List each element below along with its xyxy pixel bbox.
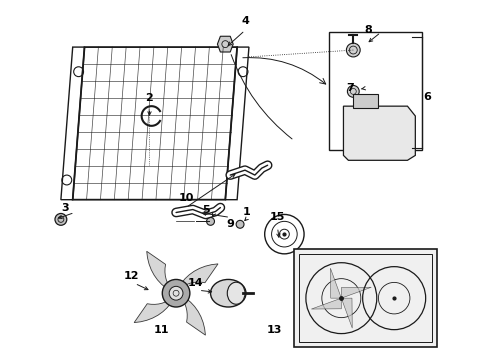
Polygon shape bbox=[342, 298, 352, 328]
Circle shape bbox=[347, 85, 359, 97]
Circle shape bbox=[236, 220, 244, 228]
Polygon shape bbox=[218, 36, 233, 52]
Circle shape bbox=[169, 286, 183, 300]
Text: 2: 2 bbox=[146, 93, 153, 103]
Text: 3: 3 bbox=[61, 203, 69, 212]
Text: 14: 14 bbox=[188, 278, 203, 288]
Polygon shape bbox=[134, 293, 176, 323]
Text: 8: 8 bbox=[364, 25, 372, 35]
Polygon shape bbox=[176, 264, 218, 293]
Text: 1: 1 bbox=[243, 207, 251, 217]
Polygon shape bbox=[342, 287, 371, 298]
Polygon shape bbox=[330, 268, 342, 298]
Text: 15: 15 bbox=[270, 212, 285, 222]
Text: 5: 5 bbox=[202, 204, 209, 215]
Polygon shape bbox=[343, 106, 416, 160]
Text: 12: 12 bbox=[124, 271, 140, 282]
Text: 13: 13 bbox=[267, 325, 282, 335]
Circle shape bbox=[207, 217, 215, 225]
Circle shape bbox=[162, 279, 190, 307]
Text: 4: 4 bbox=[241, 15, 249, 26]
Text: 6: 6 bbox=[423, 92, 431, 102]
Text: 9: 9 bbox=[226, 219, 234, 229]
Bar bbox=[329, 32, 422, 150]
Polygon shape bbox=[147, 251, 176, 293]
Bar bbox=[353, 94, 378, 108]
Text: 7: 7 bbox=[346, 84, 354, 94]
Ellipse shape bbox=[211, 279, 246, 307]
Text: 11: 11 bbox=[153, 325, 169, 335]
Circle shape bbox=[346, 43, 360, 57]
Ellipse shape bbox=[227, 282, 245, 304]
Circle shape bbox=[55, 213, 67, 225]
Polygon shape bbox=[311, 298, 342, 309]
Text: 10: 10 bbox=[178, 193, 194, 203]
Bar bbox=[294, 249, 437, 347]
Bar bbox=[299, 254, 432, 342]
Polygon shape bbox=[176, 293, 205, 335]
